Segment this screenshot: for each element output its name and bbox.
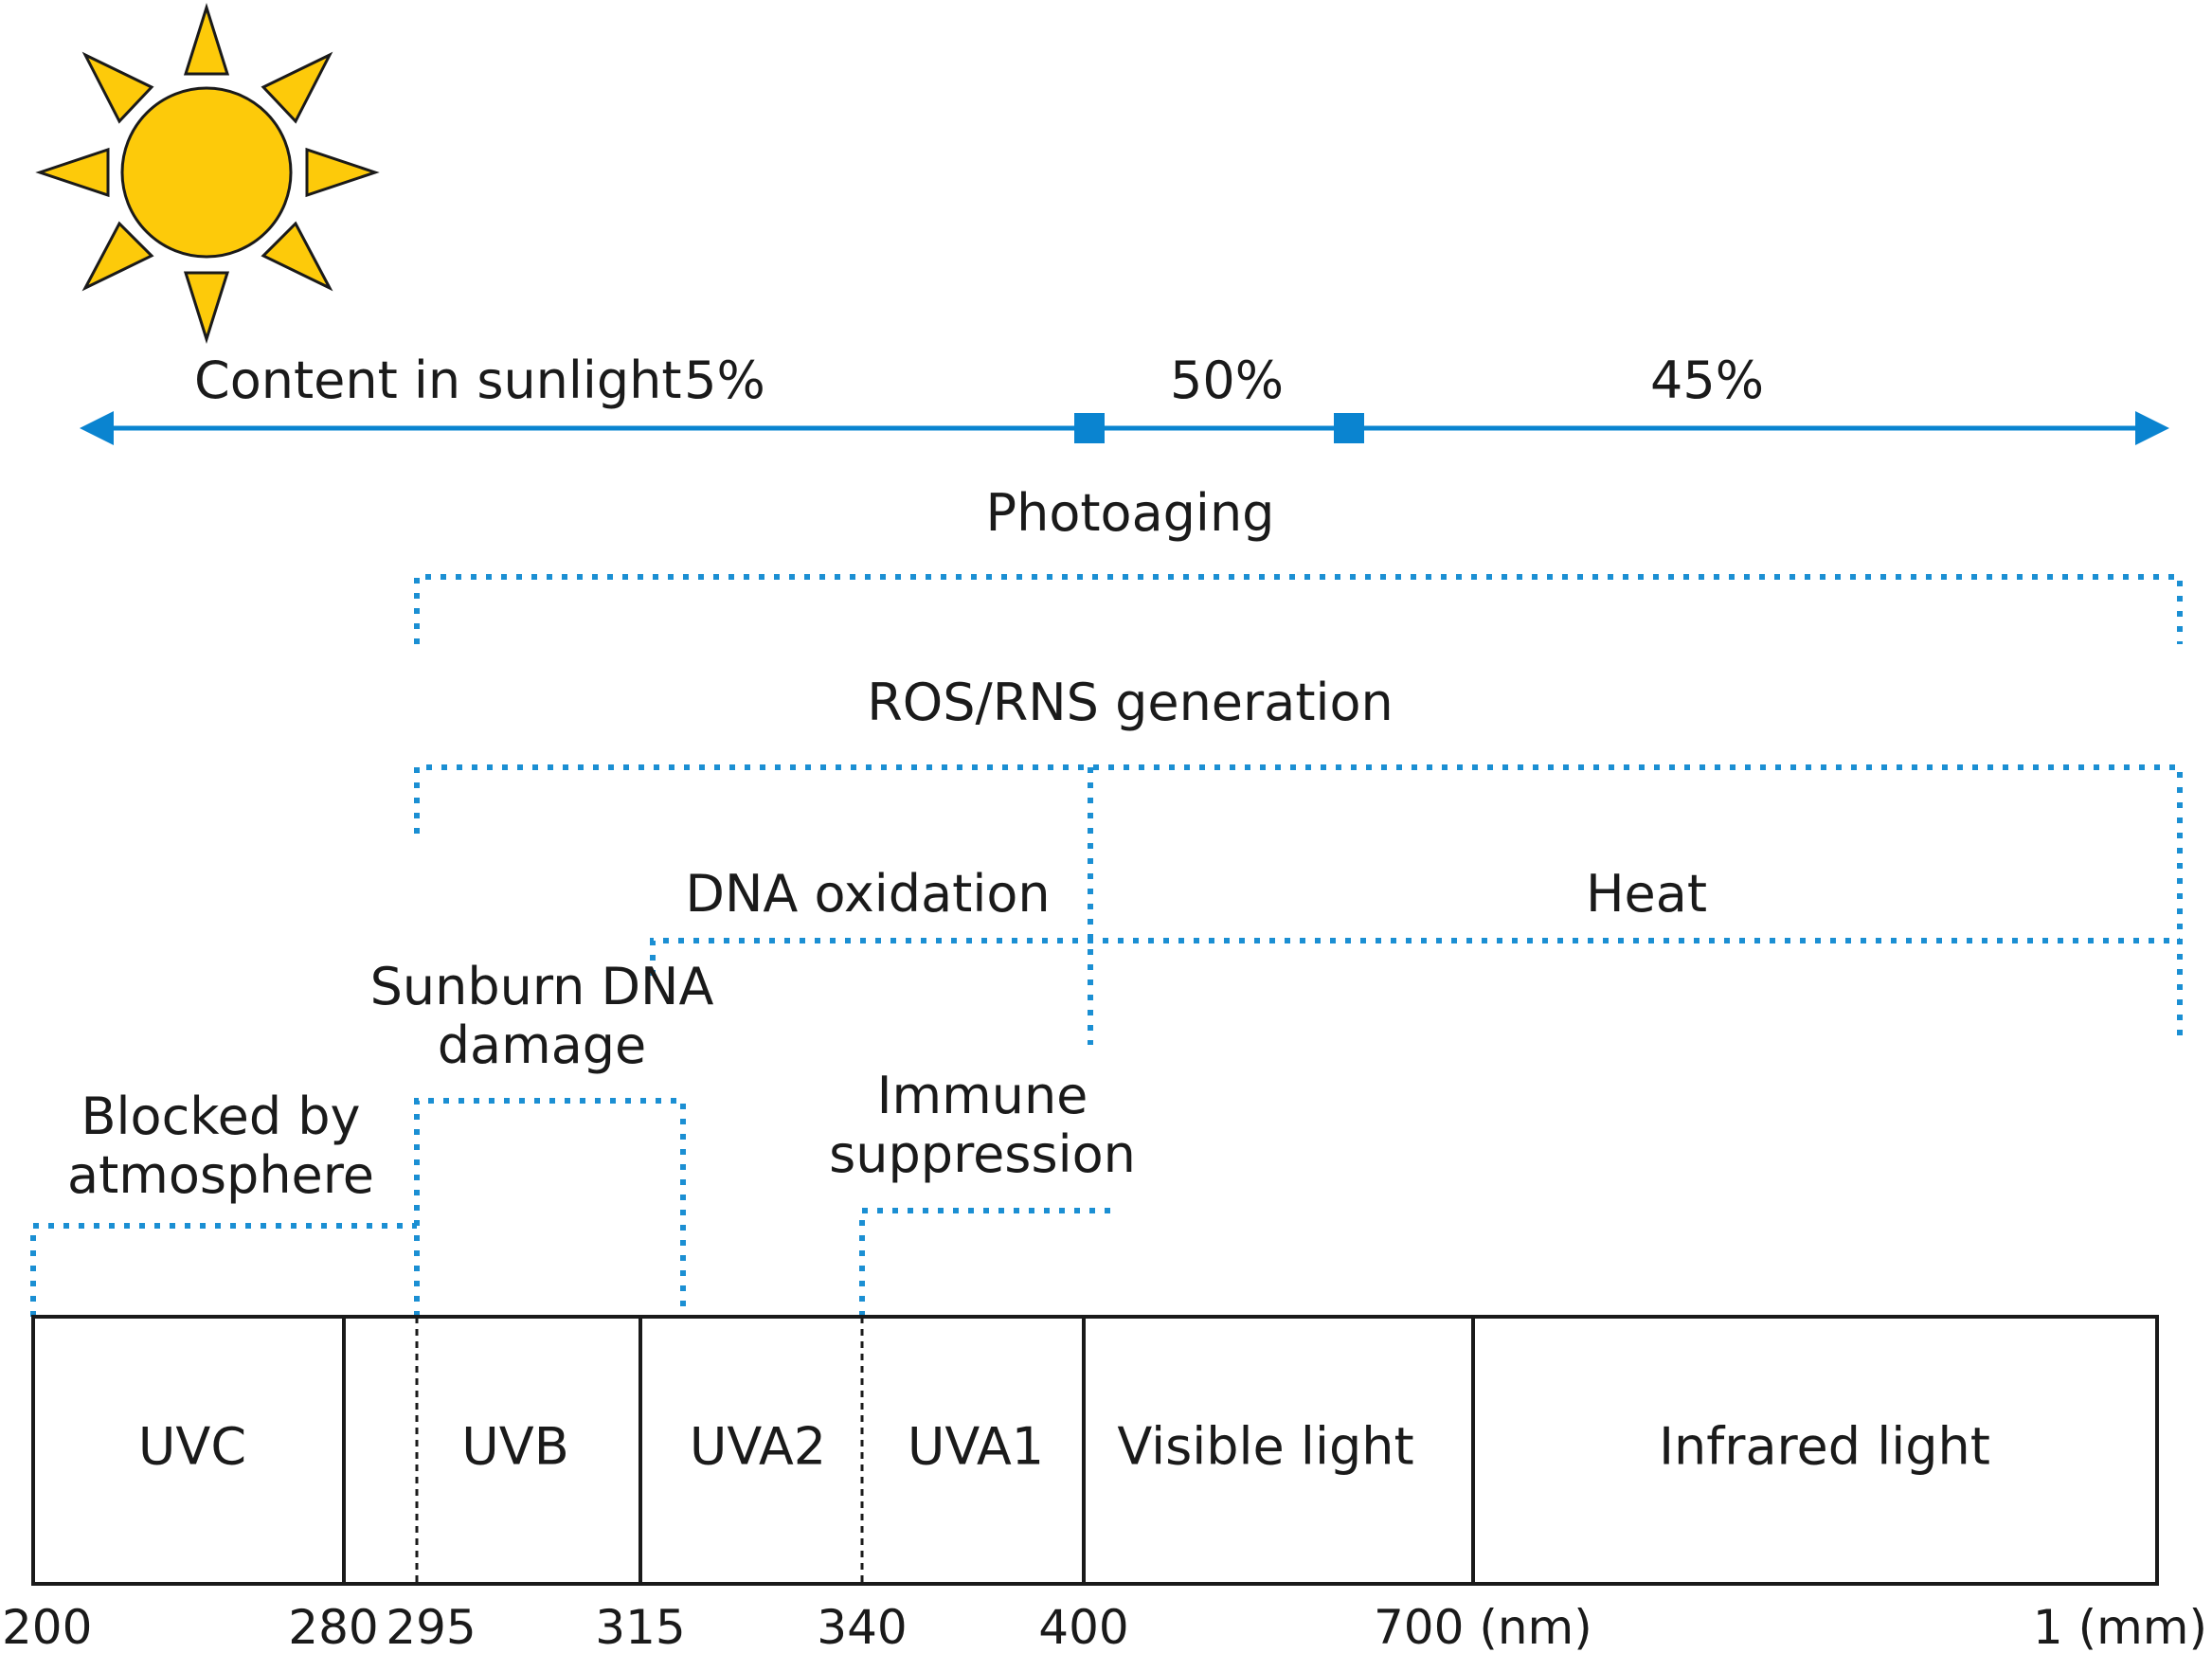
tick-200: 200 <box>2 1600 92 1653</box>
percent-visible: 50% <box>1170 350 1284 410</box>
band-uva2: UVA2 <box>690 1417 826 1477</box>
spectrum-frame <box>31 1315 2159 1586</box>
marker-uv-visible <box>1074 413 1105 443</box>
content-heading: Content in sunlight <box>194 350 682 410</box>
dna-oxidation-label: DNA oxidation <box>685 864 1050 924</box>
heat-label: Heat <box>1586 864 1707 924</box>
sun-icon <box>35 2 380 345</box>
tick-315: 315 <box>595 1600 685 1653</box>
immune-label-line1: Immune <box>877 1066 1088 1125</box>
content-arrow <box>80 411 2169 445</box>
tick-280: 280 <box>288 1600 378 1653</box>
band-uvc: UVC <box>138 1417 246 1477</box>
band-infrared: Infrared light <box>1659 1417 1990 1477</box>
tick-1-mm: 1 (mm) <box>2033 1600 2207 1653</box>
band-uva1: UVA1 <box>908 1417 1044 1477</box>
tick-340: 340 <box>817 1600 907 1653</box>
photoaging-label: Photoaging <box>986 483 1275 543</box>
percent-uv: 5% <box>684 350 765 410</box>
marker-visible-infrared <box>1334 413 1364 443</box>
blocked-bracket <box>30 1223 417 1317</box>
dna-oxidation-heat-line <box>650 938 2180 976</box>
tick-700-nm: 700 (nm) <box>1374 1600 1592 1653</box>
blocked-label-line1: Blocked by <box>81 1087 360 1146</box>
ros-rns-label: ROS/RNS generation <box>867 673 1394 732</box>
percent-infrared: 45% <box>1650 350 1764 410</box>
band-uvb: UVB <box>461 1417 569 1477</box>
band-visible: Visible light <box>1117 1417 1413 1477</box>
blocked-label-line2: atmosphere <box>67 1145 374 1205</box>
sunburn-label-line1: Sunburn DNA <box>370 957 714 1016</box>
tick-295: 295 <box>386 1600 476 1653</box>
sunburn-bracket <box>414 1098 686 1317</box>
immune-bracket <box>859 1208 1118 1317</box>
photoaging-bracket <box>414 574 2183 644</box>
immune-label-line2: suppression <box>829 1124 1136 1184</box>
sunburn-label-line2: damage <box>438 1015 647 1075</box>
ros-rns-bracket <box>414 764 2183 1045</box>
tick-400: 400 <box>1038 1600 1128 1653</box>
